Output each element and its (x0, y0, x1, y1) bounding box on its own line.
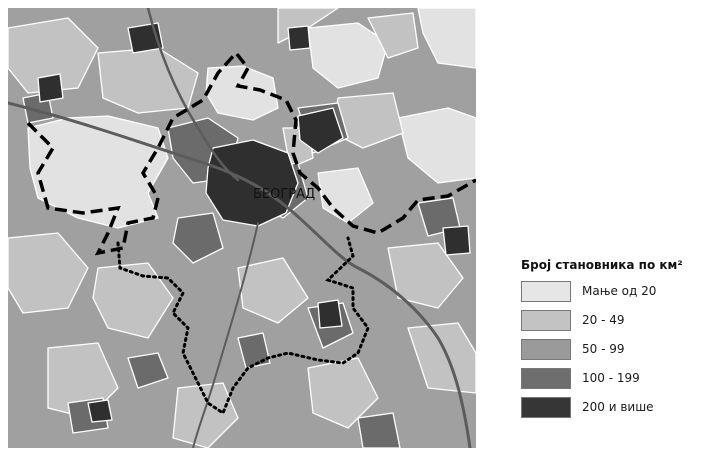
area-mid-light-6 (92, 262, 174, 339)
area-dark-8 (237, 332, 271, 369)
legend-label: 20 - 49 (582, 313, 625, 327)
legend-label: 200 и више (582, 400, 654, 414)
map-canvas: БЕОГРАД (8, 8, 476, 448)
river-secondary (146, 8, 240, 182)
area-mid-light-12 (407, 322, 476, 394)
legend-item: Мање од 20 (521, 280, 703, 302)
area-darkest-6 (442, 225, 471, 256)
legend-item: 50 - 99 (521, 338, 703, 360)
area-light-north (205, 65, 279, 121)
rivers (8, 8, 472, 448)
area-mid-light-14 (367, 12, 419, 59)
area-light-northeast (307, 22, 389, 89)
density-map: БЕОГРАД (8, 8, 476, 448)
legend-label: 50 - 99 (582, 342, 625, 356)
area-mid-light-11 (172, 382, 239, 448)
area-light-east (397, 107, 476, 184)
area-darkest-5 (317, 299, 343, 329)
area-darkest-3 (37, 73, 64, 103)
area-light-top-right (417, 8, 476, 69)
legend-label: 100 - 199 (582, 371, 640, 385)
legend-item: 100 - 199 (521, 367, 703, 389)
area-light-west (27, 115, 169, 229)
area-dark-7 (127, 352, 169, 389)
legend-item: 20 - 49 (521, 309, 703, 331)
area-mid-light-5 (8, 232, 89, 314)
density-areas (8, 8, 476, 448)
legend-label: Мање од 20 (582, 284, 657, 298)
city-label: БЕОГРАД (253, 187, 315, 202)
legend-title: Број становника по км² (521, 258, 683, 272)
boundary-dotted (116, 236, 370, 416)
river-main (8, 101, 472, 448)
area-mid-light-7 (237, 257, 309, 324)
legend-swatch (521, 338, 571, 360)
area-mid-light-8 (387, 242, 464, 309)
area-dark-11 (357, 412, 401, 448)
river-south (192, 222, 259, 448)
legend-swatch (521, 367, 571, 389)
boundary-dashed (26, 50, 476, 256)
legend-swatch (521, 280, 571, 302)
legend-swatch (521, 396, 571, 418)
area-mid-light-1 (8, 17, 99, 94)
legend-rows: Мање од 20 20 - 49 50 - 99 100 - 199 200 и в… (521, 280, 703, 418)
area-darkest-2 (297, 107, 344, 154)
area-darkest-7 (87, 399, 113, 423)
area-light-center (317, 167, 374, 224)
area-dark-3 (172, 212, 224, 264)
area-darkest-8 (287, 25, 311, 51)
legend-item: 200 и више (521, 396, 703, 418)
legend: Број становника по км² Мање од 20 20 - 49… (521, 258, 703, 425)
legend-swatch (521, 309, 571, 331)
